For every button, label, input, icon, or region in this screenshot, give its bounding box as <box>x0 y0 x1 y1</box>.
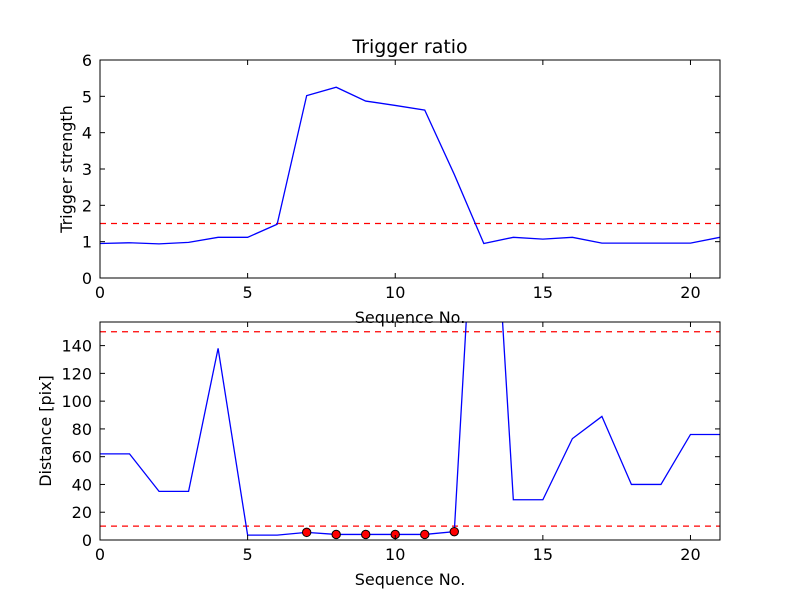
y-tick-label: 60 <box>72 448 92 467</box>
x-tick-label: 5 <box>243 545 253 564</box>
y-tick-label: 6 <box>82 51 92 70</box>
y-tick-label: 20 <box>72 503 92 522</box>
x-tick-label: 0 <box>95 545 105 564</box>
y-tick-label: 40 <box>72 475 92 494</box>
x-tick-label: 10 <box>385 283 405 302</box>
y-tick-label: 2 <box>82 196 92 215</box>
series-line <box>100 86 720 245</box>
chart-title: Trigger ratio <box>351 36 467 58</box>
x-tick-label: 10 <box>385 545 405 564</box>
y-tick-label: 5 <box>82 87 92 106</box>
x-axis-label: Sequence No. <box>355 570 466 589</box>
distance-chart: 0 5 10 15 20 0 20 40 60 80 100 120 140 Sequence No. Di… <box>36 321 721 589</box>
x-tick-label: 20 <box>680 545 700 564</box>
y-tick-label: 140 <box>61 337 92 356</box>
y-tick-label: 4 <box>82 124 92 143</box>
x-tick-label: 5 <box>243 283 253 302</box>
x-tick-label: 20 <box>680 283 700 302</box>
data-point-marker <box>361 529 371 540</box>
data-point-marker <box>449 526 459 537</box>
y-axis-label: Trigger strength <box>57 105 76 234</box>
plot-area <box>100 86 720 245</box>
y-tick-label: 1 <box>82 233 92 252</box>
y-tick-label: 120 <box>61 364 92 383</box>
axes-frame <box>99 321 721 541</box>
y-tick-label: 3 <box>82 160 92 179</box>
series-line <box>100 322 720 536</box>
y-tick-label: 0 <box>82 269 92 288</box>
plot-area <box>100 322 720 540</box>
y-tick-label: 80 <box>72 420 92 439</box>
x-tick-label: 15 <box>533 545 553 564</box>
data-point-marker <box>301 527 312 538</box>
trigger-ratio-chart: 0 5 10 15 20 0 1 2 3 4 5 6 Sequence No. Trigger stren… <box>57 36 721 327</box>
x-axis-label: Sequence No. <box>355 308 466 327</box>
x-tick-label: 15 <box>533 283 553 302</box>
data-point-marker <box>420 529 430 540</box>
y-tick-label: 100 <box>61 392 92 411</box>
x-tick-label: 0 <box>95 283 105 302</box>
y-tick-label: 0 <box>82 531 92 550</box>
axes-frame <box>99 59 721 279</box>
y-axis-label: Distance [pix] <box>36 375 55 487</box>
data-point-marker <box>331 529 341 540</box>
